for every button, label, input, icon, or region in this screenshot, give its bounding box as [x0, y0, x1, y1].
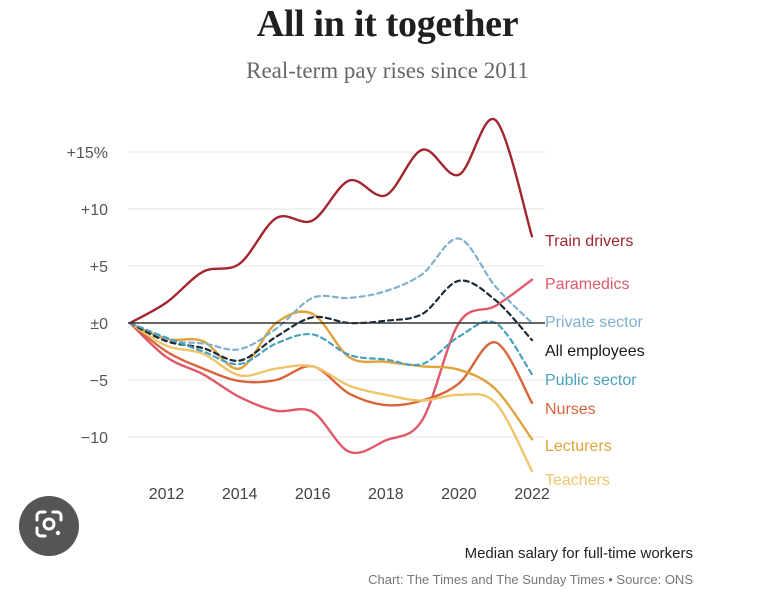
x-tick-label: 2020 [441, 486, 477, 503]
series-label-train-drivers: Train drivers [545, 233, 633, 250]
y-tick-label: −5 [90, 373, 108, 390]
y-tick-label: −10 [81, 430, 108, 447]
x-tick-label: 2022 [514, 486, 550, 503]
chart-title: All in it together [256, 3, 519, 45]
x-tick-label: 2018 [368, 486, 404, 503]
y-tick-label: ±0 [90, 316, 108, 333]
series-label-all-employees: All employees [545, 343, 645, 360]
footer-credit: Chart: The Times and The Sunday Times • … [368, 572, 693, 587]
y-axis-ticks: +15% +10 +5 ±0 −5 −10 [67, 145, 108, 447]
google-lens-button[interactable] [19, 496, 79, 556]
footer-note: Median salary for full-time workers [464, 545, 693, 562]
series-label-private-sector: Private sector [545, 314, 643, 331]
grid-layer [128, 151, 545, 438]
series-line-all-employees [128, 279, 534, 362]
y-tick-label: +10 [81, 202, 108, 219]
series-line-lecturers [128, 310, 534, 441]
series-labels: Train drivers Paramedics Private sector All… [545, 233, 645, 489]
y-tick-label: +15% [67, 145, 108, 162]
series-line-private-sector [128, 237, 534, 351]
chart-subtitle: Real-term pay rises since 2011 [246, 58, 529, 83]
series-label-public-sector: Public sector [545, 372, 637, 389]
google-lens-icon [33, 508, 65, 545]
x-axis-ticks: 2012 2014 2016 2018 2020 2022 [149, 486, 550, 503]
x-tick-label: 2016 [295, 486, 331, 503]
series-label-nurses: Nurses [545, 401, 596, 418]
series-label-paramedics: Paramedics [545, 276, 629, 293]
series-line-paramedics [128, 278, 534, 455]
series-line-public-sector [128, 320, 534, 376]
series-label-teachers: Teachers [545, 472, 610, 489]
x-tick-label: 2014 [222, 486, 258, 503]
series-line-train-drivers [128, 117, 534, 325]
y-tick-label: +5 [90, 259, 108, 276]
series-label-lecturers: Lecturers [545, 438, 612, 455]
series-lines [128, 117, 534, 473]
x-tick-label: 2012 [149, 486, 185, 503]
series-line-teachers [128, 321, 534, 473]
